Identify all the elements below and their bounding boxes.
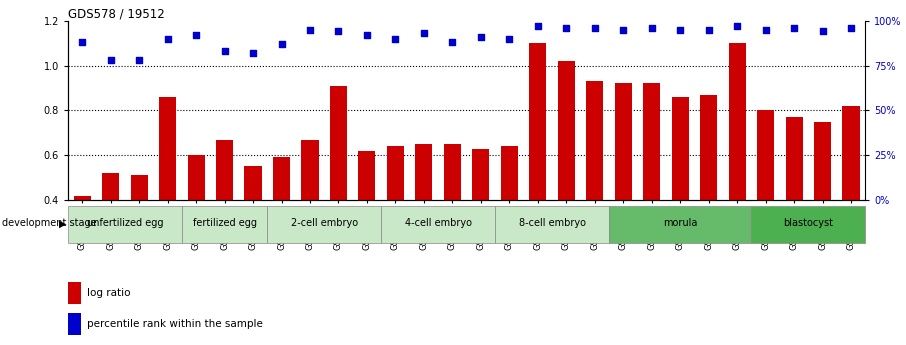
- Point: [587, 25, 602, 31]
- FancyBboxPatch shape: [381, 206, 495, 243]
- Point: [758, 27, 773, 32]
- Text: ▶: ▶: [59, 218, 66, 228]
- Bar: [68, 313, 81, 335]
- Text: GDS578 / 19512: GDS578 / 19512: [68, 8, 165, 21]
- Point: [188, 32, 203, 38]
- Bar: [586, 81, 603, 290]
- Bar: [73, 196, 91, 290]
- Point: [644, 25, 659, 31]
- Point: [730, 23, 745, 29]
- Point: [616, 27, 631, 32]
- Point: [217, 48, 232, 54]
- Point: [360, 32, 374, 38]
- Text: 2-cell embryo: 2-cell embryo: [291, 218, 358, 228]
- Point: [160, 36, 175, 41]
- Bar: [444, 144, 461, 290]
- Point: [843, 25, 858, 31]
- Bar: [359, 151, 375, 290]
- FancyBboxPatch shape: [751, 206, 865, 243]
- Point: [531, 23, 545, 29]
- Point: [559, 25, 573, 31]
- Point: [815, 29, 830, 34]
- Point: [275, 41, 289, 47]
- FancyBboxPatch shape: [68, 206, 182, 243]
- Point: [103, 57, 118, 63]
- Bar: [330, 86, 347, 290]
- Point: [502, 36, 516, 41]
- Bar: [68, 282, 81, 304]
- Bar: [188, 155, 205, 290]
- Bar: [273, 157, 290, 290]
- Text: 4-cell embryo: 4-cell embryo: [405, 218, 472, 228]
- Point: [246, 50, 260, 56]
- Text: fertilized egg: fertilized egg: [193, 218, 256, 228]
- Bar: [757, 110, 774, 290]
- Bar: [245, 166, 262, 290]
- FancyBboxPatch shape: [609, 206, 751, 243]
- Bar: [786, 117, 803, 290]
- Point: [417, 30, 431, 36]
- Bar: [415, 144, 432, 290]
- FancyBboxPatch shape: [267, 206, 381, 243]
- Bar: [814, 122, 831, 290]
- Bar: [216, 139, 233, 290]
- Point: [445, 39, 459, 45]
- Bar: [843, 106, 860, 290]
- Point: [474, 34, 488, 40]
- Text: unfertilized egg: unfertilized egg: [87, 218, 163, 228]
- Bar: [643, 83, 660, 290]
- Text: log ratio: log ratio: [87, 288, 130, 298]
- FancyBboxPatch shape: [495, 206, 609, 243]
- Text: development stage: development stage: [2, 218, 96, 228]
- Bar: [302, 139, 319, 290]
- Text: morula: morula: [663, 218, 698, 228]
- Point: [673, 27, 688, 32]
- Bar: [529, 43, 546, 290]
- Point: [332, 29, 346, 34]
- Bar: [130, 175, 148, 290]
- Bar: [614, 83, 631, 290]
- Text: blastocyst: blastocyst: [784, 218, 834, 228]
- Text: percentile rank within the sample: percentile rank within the sample: [87, 319, 263, 329]
- Point: [303, 27, 317, 32]
- Bar: [558, 61, 574, 290]
- Point: [701, 27, 716, 32]
- Bar: [387, 146, 404, 290]
- Bar: [472, 148, 489, 290]
- Point: [132, 57, 147, 63]
- Bar: [102, 173, 120, 290]
- Bar: [700, 95, 718, 290]
- Bar: [159, 97, 176, 290]
- Text: 8-cell embryo: 8-cell embryo: [518, 218, 585, 228]
- Point: [786, 25, 801, 31]
- Point: [388, 36, 402, 41]
- Point: [75, 39, 90, 45]
- Bar: [501, 146, 518, 290]
- Bar: [728, 43, 746, 290]
- Bar: [671, 97, 689, 290]
- FancyBboxPatch shape: [182, 206, 267, 243]
